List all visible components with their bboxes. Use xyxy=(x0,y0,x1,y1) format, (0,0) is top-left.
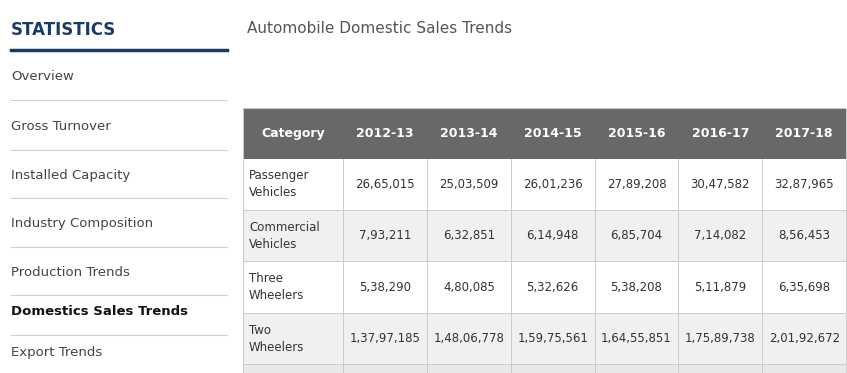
Text: 2013-14: 2013-14 xyxy=(440,127,497,140)
Text: Export Trends: Export Trends xyxy=(11,346,102,359)
Text: 6,32,851: 6,32,851 xyxy=(443,229,495,242)
Text: Industry Composition: Industry Composition xyxy=(11,217,153,230)
Text: 2016-17: 2016-17 xyxy=(692,127,749,140)
Text: 5,32,626: 5,32,626 xyxy=(527,281,579,294)
Bar xyxy=(243,108,846,159)
Text: Installed Capacity: Installed Capacity xyxy=(11,169,130,182)
Text: 7,93,211: 7,93,211 xyxy=(359,229,411,242)
Text: 7,14,082: 7,14,082 xyxy=(695,229,746,242)
Text: Two
Wheelers: Two Wheelers xyxy=(249,324,304,354)
Text: 6,35,698: 6,35,698 xyxy=(778,281,830,294)
Text: 4,80,085: 4,80,085 xyxy=(443,281,495,294)
Bar xyxy=(243,261,846,313)
Bar xyxy=(243,313,846,364)
Bar xyxy=(243,210,846,261)
Text: Category: Category xyxy=(261,127,325,140)
Text: 1,59,75,561: 1,59,75,561 xyxy=(518,332,588,345)
Text: Automobile Domestic Sales Trends: Automobile Domestic Sales Trends xyxy=(247,21,512,35)
Text: Overview: Overview xyxy=(11,70,74,83)
Text: Domestics Sales Trends: Domestics Sales Trends xyxy=(11,305,188,318)
Text: Gross Turnover: Gross Turnover xyxy=(11,120,111,133)
Text: 26,01,236: 26,01,236 xyxy=(523,178,583,191)
Text: 1,75,89,738: 1,75,89,738 xyxy=(685,332,756,345)
Text: 26,65,015: 26,65,015 xyxy=(355,178,415,191)
Text: Three
Wheelers: Three Wheelers xyxy=(249,272,304,302)
Text: 1,37,97,185: 1,37,97,185 xyxy=(350,332,420,345)
Text: 2014-15: 2014-15 xyxy=(523,127,582,140)
Text: 30,47,582: 30,47,582 xyxy=(690,178,750,191)
Text: 5,38,208: 5,38,208 xyxy=(611,281,662,294)
Text: 27,89,208: 27,89,208 xyxy=(606,178,667,191)
Text: Commercial
Vehicles: Commercial Vehicles xyxy=(249,221,320,251)
Text: 32,87,965: 32,87,965 xyxy=(774,178,834,191)
Bar xyxy=(243,159,846,210)
Text: 1,64,55,851: 1,64,55,851 xyxy=(601,332,672,345)
Text: 2015-16: 2015-16 xyxy=(608,127,665,140)
Text: 2012-13: 2012-13 xyxy=(357,127,413,140)
Bar xyxy=(243,364,846,373)
Text: STATISTICS: STATISTICS xyxy=(11,21,116,38)
Text: 2,01,92,672: 2,01,92,672 xyxy=(769,332,839,345)
Text: 6,14,948: 6,14,948 xyxy=(527,229,579,242)
Text: Passenger
Vehicles: Passenger Vehicles xyxy=(249,169,309,199)
Text: 5,11,879: 5,11,879 xyxy=(695,281,746,294)
Text: 2017-18: 2017-18 xyxy=(776,127,833,140)
Text: 1,48,06,778: 1,48,06,778 xyxy=(434,332,504,345)
Text: Production Trends: Production Trends xyxy=(11,266,130,279)
Text: 6,85,704: 6,85,704 xyxy=(611,229,662,242)
Text: 5,38,290: 5,38,290 xyxy=(359,281,411,294)
Text: 8,56,453: 8,56,453 xyxy=(778,229,830,242)
Text: 25,03,509: 25,03,509 xyxy=(439,178,499,191)
